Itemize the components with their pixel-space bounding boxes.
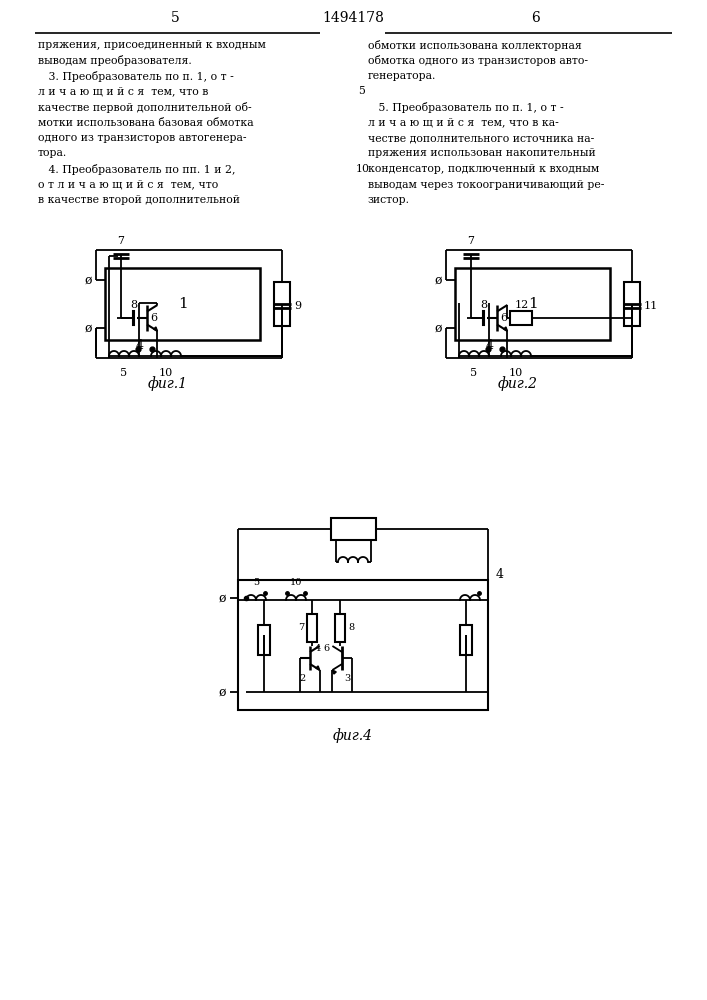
Text: 4: 4 [496, 568, 504, 582]
Polygon shape [503, 327, 508, 331]
Bar [274, 282, 290, 326]
Text: 4: 4 [136, 339, 144, 352]
Text: 6: 6 [531, 11, 539, 25]
Text: ø: ø [84, 322, 92, 334]
Text: зистор.: зистор. [368, 195, 410, 205]
Text: 7: 7 [117, 236, 124, 246]
Text: л и ч а ю щ и й с я  тем, что в ка-: л и ч а ю щ и й с я тем, что в ка- [368, 117, 559, 127]
Text: одного из транзисторов автогенера-: одного из транзисторов автогенера- [38, 133, 247, 143]
Bar [483, 311, 484, 325]
Text: 7: 7 [298, 624, 304, 633]
Text: 5: 5 [358, 87, 365, 97]
Text: 3. Преобразователь по п. 1, о т -: 3. Преобразователь по п. 1, о т - [38, 71, 234, 82]
Bar [133, 311, 134, 325]
Text: 8: 8 [348, 624, 354, 633]
Text: 6: 6 [324, 644, 330, 653]
Text: пряжения использован накопительный: пряжения использован накопительный [368, 148, 596, 158]
Text: 10: 10 [356, 164, 370, 174]
Text: 12: 12 [514, 300, 529, 310]
Text: 8: 8 [480, 300, 487, 310]
Bar [460, 625, 472, 655]
Text: 10: 10 [509, 368, 523, 378]
Text: 6: 6 [500, 313, 507, 323]
Text: 1: 1 [527, 297, 537, 311]
Text: фиг.2: фиг.2 [498, 376, 538, 391]
Text: 7: 7 [467, 236, 474, 246]
Text: 3: 3 [344, 674, 350, 683]
Bar [258, 625, 270, 655]
Text: генератора.: генератора. [368, 71, 436, 81]
Bar [105, 268, 260, 340]
Text: 10: 10 [290, 578, 302, 587]
Text: конденсатор, подключенный к входным: конденсатор, подключенный к входным [368, 164, 600, 174]
Text: о т л и ч а ю щ и й с я  тем, что: о т л и ч а ю щ и й с я тем, что [38, 180, 218, 190]
Text: мотки использована базовая обмотка: мотки использована базовая обмотка [38, 117, 254, 127]
Text: обмотка одного из транзисторов авто-: обмотка одного из транзисторов авто- [368, 55, 588, 66]
Polygon shape [332, 670, 337, 674]
Text: тора.: тора. [38, 148, 67, 158]
Text: обмотки использована коллекторная: обмотки использована коллекторная [368, 40, 582, 51]
Text: 5. Преобразователь по п. 1, о т -: 5. Преобразователь по п. 1, о т - [368, 102, 563, 113]
Bar [330, 518, 375, 540]
Text: 4: 4 [315, 644, 321, 653]
Text: выводам через токоограничивающий ре-: выводам через токоограничивающий ре- [368, 180, 604, 190]
Text: л и ч а ю щ и й с я  тем, что в: л и ч а ю щ и й с я тем, что в [38, 87, 209, 97]
Bar [510, 311, 532, 325]
Text: 8: 8 [130, 300, 137, 310]
Text: 1494178: 1494178 [322, 11, 384, 25]
Text: ø: ø [434, 322, 442, 334]
Text: качестве первой дополнительной об-: качестве первой дополнительной об- [38, 102, 252, 113]
Text: 5: 5 [470, 368, 477, 378]
Text: 4. Преобразователь по пп. 1 и 2,: 4. Преобразователь по пп. 1 и 2, [38, 164, 235, 175]
Text: 6: 6 [150, 313, 157, 323]
Text: фиг.1: фиг.1 [148, 376, 188, 391]
Text: ø: ø [218, 686, 226, 698]
Polygon shape [153, 327, 158, 331]
Text: 10: 10 [159, 368, 173, 378]
Text: ø: ø [218, 591, 226, 604]
Text: ø: ø [434, 273, 442, 286]
Text: 5: 5 [170, 11, 180, 25]
Polygon shape [316, 666, 320, 670]
Text: фиг.4: фиг.4 [333, 728, 373, 743]
Text: 11: 11 [644, 301, 658, 311]
Bar [307, 614, 317, 642]
Text: выводам преобразователя.: выводам преобразователя. [38, 55, 192, 66]
Text: 9: 9 [294, 301, 301, 311]
Text: 5: 5 [253, 578, 259, 587]
Text: 2: 2 [299, 674, 305, 683]
Bar [335, 614, 345, 642]
Bar [624, 282, 640, 326]
Bar [455, 268, 610, 340]
Text: в качестве второй дополнительной: в качестве второй дополнительной [38, 195, 240, 205]
Text: пряжения, присоединенный к входным: пряжения, присоединенный к входным [38, 40, 266, 50]
Text: ø: ø [84, 273, 92, 286]
Bar [238, 580, 488, 710]
Text: 4: 4 [486, 339, 494, 352]
Text: честве дополнительного источника на-: честве дополнительного источника на- [368, 133, 595, 143]
Text: 5: 5 [120, 368, 127, 378]
Text: 1: 1 [177, 297, 187, 311]
